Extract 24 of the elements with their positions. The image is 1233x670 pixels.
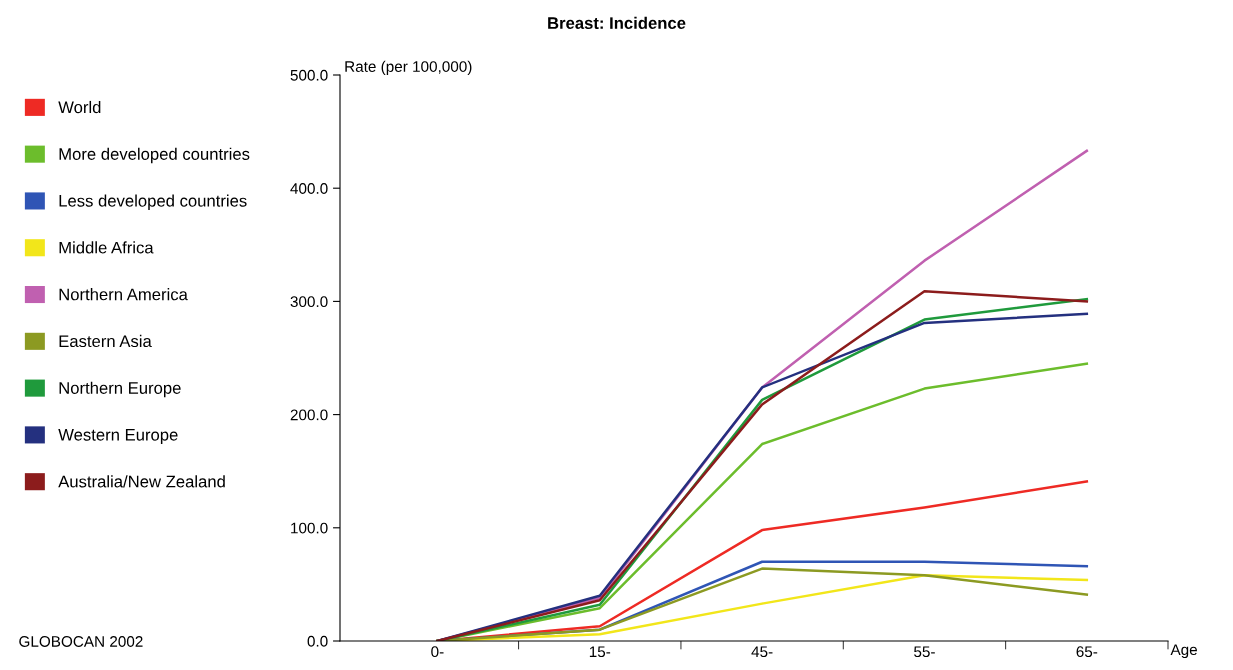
y-axis-title: Rate (per 100,000): [345, 60, 472, 75]
legend-label: Less developed countries: [59, 194, 247, 211]
x-axis-title: Age: [1170, 644, 1197, 659]
x-tick-label: 0-: [431, 646, 444, 658]
legend-label: Eastern Asia: [59, 334, 152, 348]
legend-label: Northern America: [59, 288, 188, 301]
chart-title: Breast: Incidence: [548, 16, 686, 29]
x-tick-label: 15-: [589, 646, 611, 658]
x-tick-label: 65-: [1076, 646, 1098, 658]
y-tick-label: 500.0: [290, 69, 328, 81]
y-tick-label: 100.0: [291, 522, 328, 534]
legend-label: Australia/New Zealand: [58, 475, 225, 488]
legend-label: Western Europe: [58, 429, 178, 444]
y-tick-label: 0.0: [307, 635, 328, 647]
x-tick-label: 45-: [751, 646, 773, 658]
x-tick-label: 55-: [914, 646, 935, 658]
y-tick-label: 200.0: [290, 409, 328, 421]
legend-label: Middle Africa: [59, 241, 154, 254]
text: GLOBOCAN 2002: [19, 636, 143, 647]
legend-label: Northern Europe: [59, 381, 181, 398]
y-tick-label: 300.0: [290, 296, 328, 308]
legend-label: More developed countries: [59, 147, 250, 164]
legend-label: World: [58, 100, 101, 114]
y-tick-label: 400.0: [290, 183, 328, 194]
